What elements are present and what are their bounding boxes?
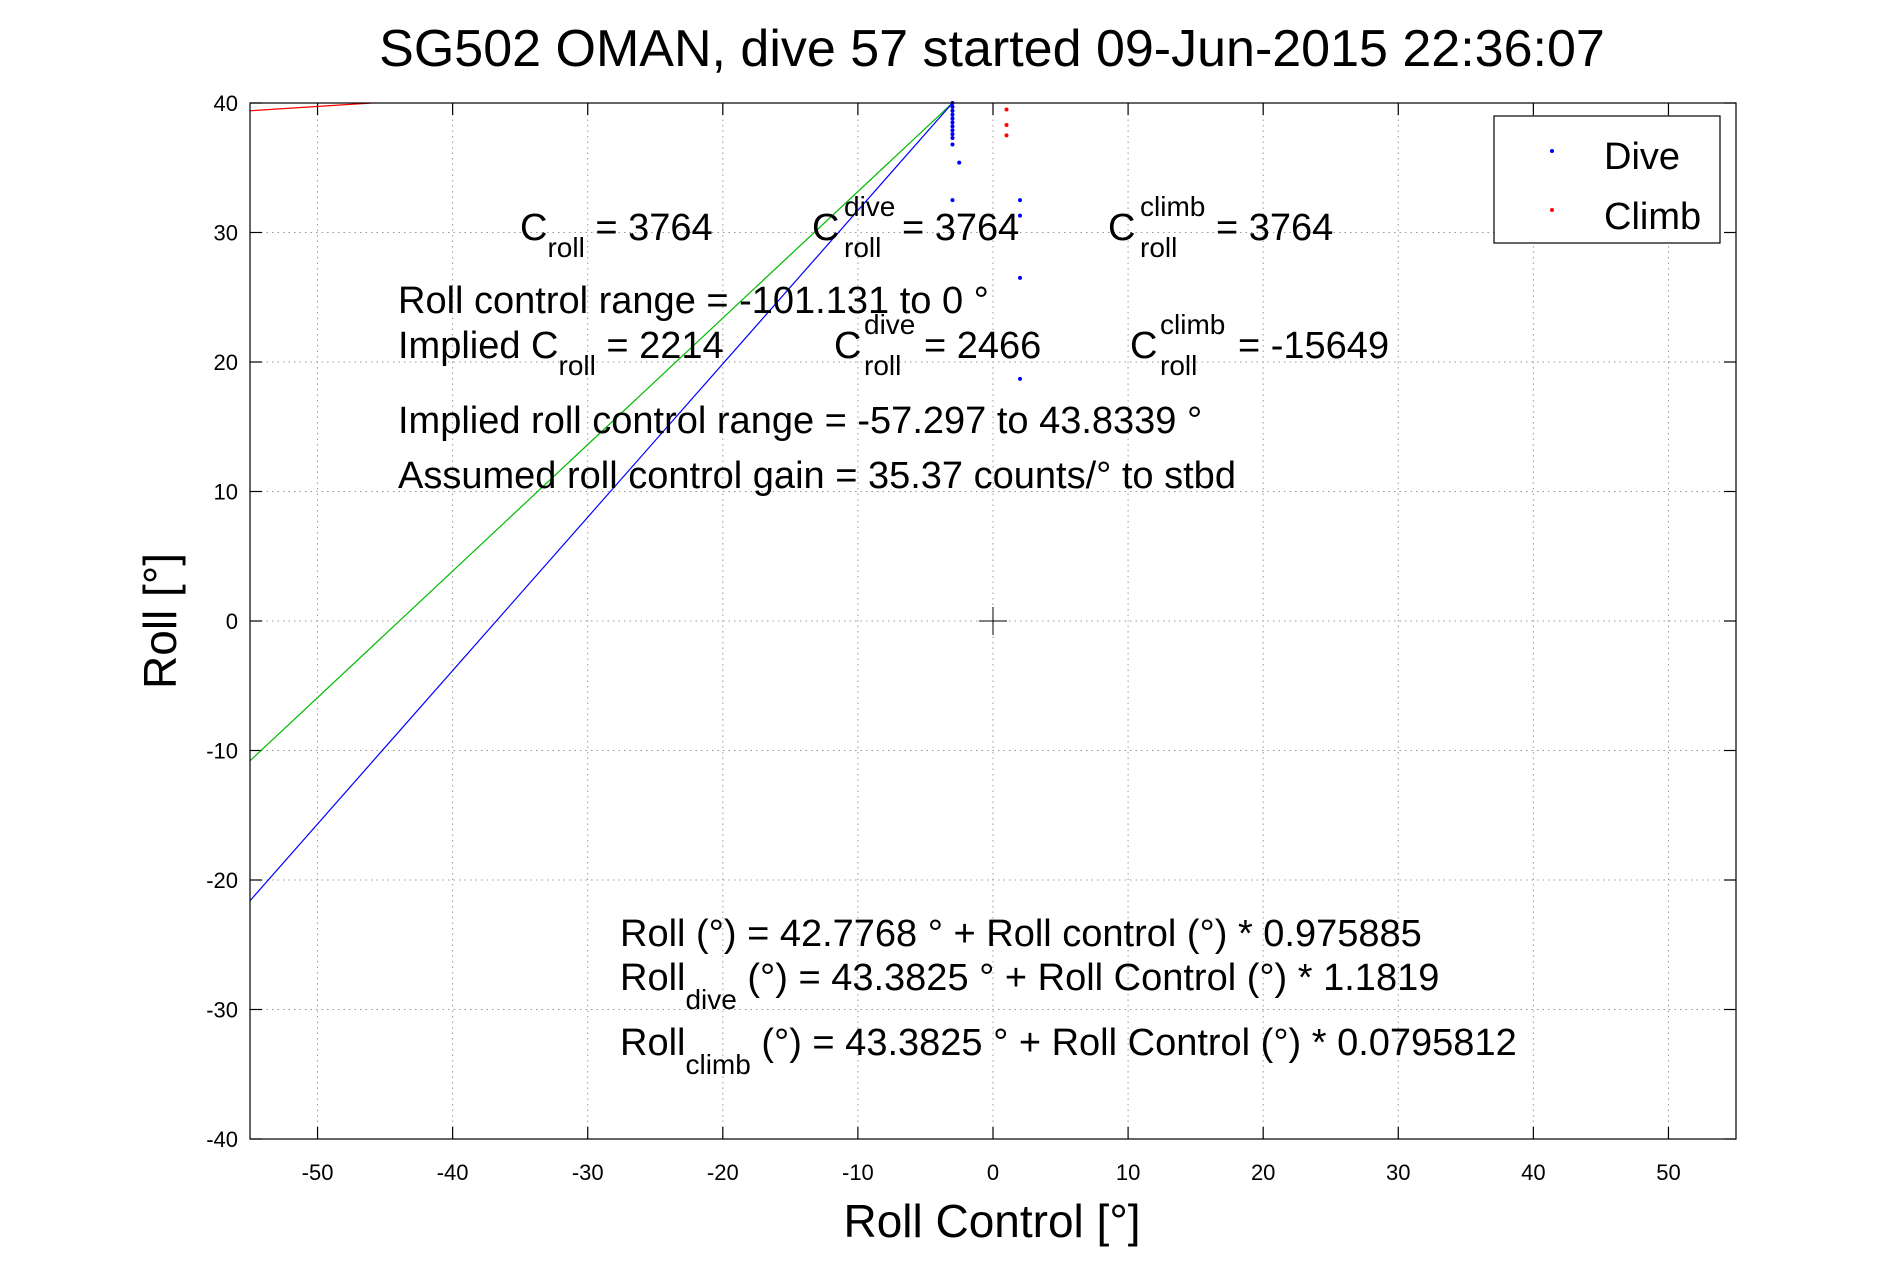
annotation-croll-climb-sup: climb: [1140, 191, 1205, 222]
y-tick-label: -10: [206, 739, 238, 764]
y-axis-label: Roll [°]: [134, 553, 186, 689]
annotation-fit-dive: Rolldive (°) = 43.3825 ° + Roll Control …: [620, 957, 1439, 1015]
annotation-assumed-gain: Assumed roll control gain = 35.37 counts…: [398, 455, 1236, 497]
legend: Dive Climb: [1493, 115, 1721, 244]
annotation-croll-climb-sub: roll: [1140, 232, 1177, 263]
x-tick-label: 20: [1251, 1160, 1275, 1185]
dive-point: [1011, 230, 1016, 235]
annotation-implied-croll-dive-value: = 2466: [924, 325, 1041, 367]
y-tick-label: 20: [214, 350, 238, 375]
annotation-implied-croll-climb-value: = -15649: [1238, 325, 1389, 367]
y-tick-labels: -40 -30 -20 -10 0 10 20 30 40: [206, 91, 238, 1152]
x-tick-label: 40: [1521, 1160, 1545, 1185]
x-tick-label: 50: [1656, 1160, 1680, 1185]
x-tick-label: 10: [1116, 1160, 1140, 1185]
annotation-implied-croll: Implied Croll = 2214: [398, 325, 724, 381]
y-tick-label: 40: [214, 91, 238, 116]
annotation-implied-croll-climb-sup: climb: [1160, 309, 1225, 340]
x-tick-label: -20: [707, 1160, 739, 1185]
x-axis-label: Roll Control [°]: [843, 1195, 1140, 1247]
legend-dive-label: Dive: [1604, 136, 1680, 178]
annotation-implied-croll-climb: C: [1130, 325, 1157, 367]
annotation-croll-dive-sup: dive: [844, 191, 895, 222]
dive-point: [950, 108, 955, 113]
dive-point: [1018, 213, 1023, 218]
dive-point: [1018, 198, 1023, 203]
x-tick-label: 0: [987, 1160, 999, 1185]
climb-point: [1004, 107, 1009, 112]
fit-lines: [249, 102, 953, 902]
fit-line: [249, 102, 953, 762]
dive-point: [950, 132, 955, 137]
annotation-fit-climb: Rollclimb (°) = 43.3825 ° + Roll Control…: [620, 1022, 1517, 1080]
dive-point: [950, 116, 955, 121]
dive-point: [950, 128, 955, 133]
data-points: [950, 101, 1023, 381]
annotation-croll: Croll = 3764: [520, 207, 713, 263]
y-tick-label: -20: [206, 868, 238, 893]
y-tick-label: 30: [214, 221, 238, 246]
annotation-croll-climb: C: [1108, 207, 1135, 249]
fit-line: [249, 102, 953, 902]
dive-point: [950, 198, 955, 203]
dive-point: [950, 142, 955, 147]
dive-point: [950, 112, 955, 117]
dive-point: [950, 120, 955, 125]
annotation-implied-range: Implied roll control range = -57.297 to …: [398, 400, 1202, 442]
climb-point: [1004, 133, 1009, 138]
y-tick-label: 10: [214, 480, 238, 505]
x-tick-label: -50: [302, 1160, 334, 1185]
fit-line: [249, 102, 372, 112]
dive-point: [1018, 275, 1023, 280]
origin-cross: [979, 607, 1007, 635]
plot-frame: [249, 102, 1737, 1140]
y-tick-label: -30: [206, 998, 238, 1023]
y-tick-label: 0: [226, 609, 238, 634]
annotation-croll-dive-value: = 3764: [902, 207, 1019, 249]
legend-climb-label: Climb: [1604, 196, 1701, 238]
annotation-croll-climb-value: = 3764: [1216, 207, 1333, 249]
annotation-fit-all: Roll (°) = 42.7768 ° + Roll control (°) …: [620, 913, 1422, 955]
annotation-croll-dive-sub: roll: [844, 232, 881, 263]
x-tick-label: 30: [1386, 1160, 1410, 1185]
dive-point: [1018, 376, 1023, 381]
chart-title: SG502 OMAN, dive 57 started 09-Jun-2015 …: [379, 20, 1605, 78]
annotation-implied-croll-dive-sup: dive: [864, 309, 915, 340]
annotation-croll-dive: C: [812, 207, 839, 249]
dive-point: [950, 135, 955, 140]
x-tick-label: -10: [842, 1160, 874, 1185]
legend-climb-marker: [1550, 208, 1554, 212]
x-tick-labels: -50 -40 -30 -20 -10 0 10 20 30 40 50: [302, 1160, 1681, 1185]
annotation-roll-control-range: Roll control range = -101.131 to 0 °: [398, 280, 989, 322]
annotation-implied-croll-climb-sub: roll: [1160, 350, 1197, 381]
dive-point: [950, 104, 955, 109]
legend-box: [1493, 115, 1721, 244]
x-tick-label: -30: [572, 1160, 604, 1185]
dive-point: [957, 160, 962, 165]
climb-point: [1004, 123, 1009, 128]
x-tick-label: -40: [437, 1160, 469, 1185]
dive-point: [950, 124, 955, 129]
legend-dive-marker: [1550, 149, 1554, 153]
annotations: Croll = 3764 C dive roll = 3764 C climb …: [398, 191, 1517, 1080]
annotation-implied-croll-dive-sub: roll: [864, 350, 901, 381]
annotation-implied-croll-dive: C: [834, 325, 861, 367]
y-tick-label: -40: [206, 1127, 238, 1152]
